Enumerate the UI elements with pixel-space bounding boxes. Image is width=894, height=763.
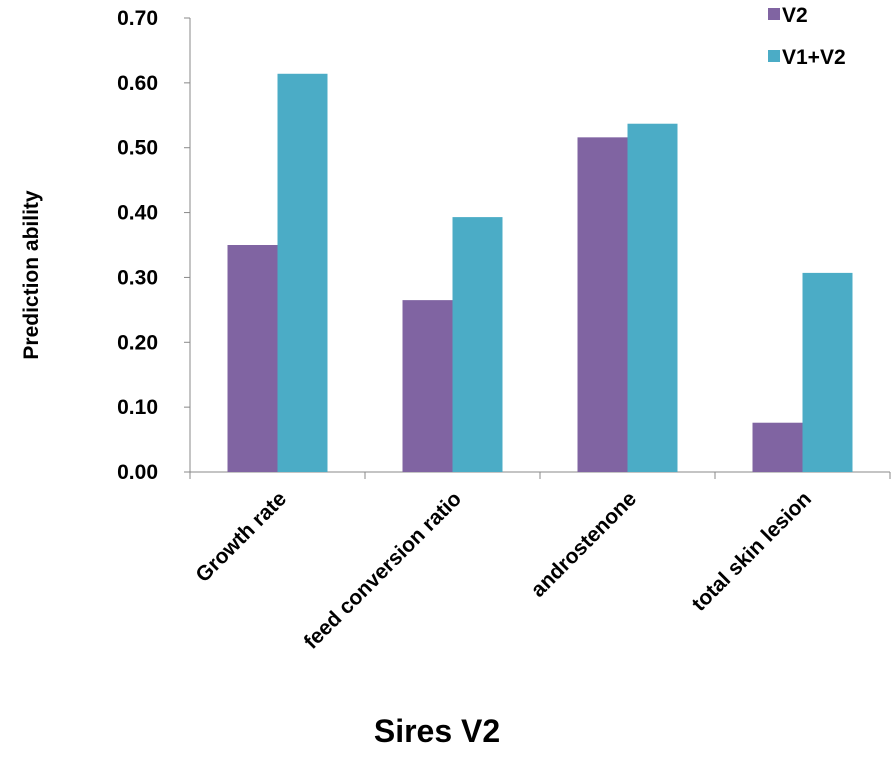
legend-swatch: [768, 50, 780, 62]
bar: [278, 74, 328, 472]
x-tick-label: feed conversion ratio: [300, 487, 466, 653]
x-axis-title: Sires V2: [374, 713, 500, 749]
y-tick-label: 0.20: [117, 331, 158, 354]
legend-label: V1+V2: [782, 46, 846, 69]
bar: [628, 124, 678, 472]
y-tick-label: 0.50: [117, 137, 158, 160]
bar: [403, 300, 453, 472]
x-tick-label: total skin lesion: [688, 487, 816, 615]
bar: [453, 217, 503, 472]
chart: Sires V2 Prediction ability 0.00 0.10 0.20…: [0, 0, 894, 758]
bar: [578, 137, 628, 472]
y-tick-label: 0.00: [117, 461, 158, 484]
x-tick-label: androstenone: [527, 487, 641, 601]
y-tick-label: 0.30: [117, 266, 158, 289]
y-tick-label: 0.10: [117, 396, 158, 419]
legend-label: V2: [782, 4, 808, 27]
legend-swatch: [768, 8, 780, 20]
x-tick-label: Growth rate: [191, 487, 291, 587]
bar: [228, 245, 278, 472]
bar: [753, 423, 803, 472]
bar: [803, 273, 853, 472]
y-tick-label: 0.40: [117, 202, 158, 225]
y-axis-title: Prediction ability: [20, 190, 43, 360]
y-tick-label: 0.70: [117, 7, 158, 30]
y-tick-label: 0.60: [117, 72, 158, 95]
